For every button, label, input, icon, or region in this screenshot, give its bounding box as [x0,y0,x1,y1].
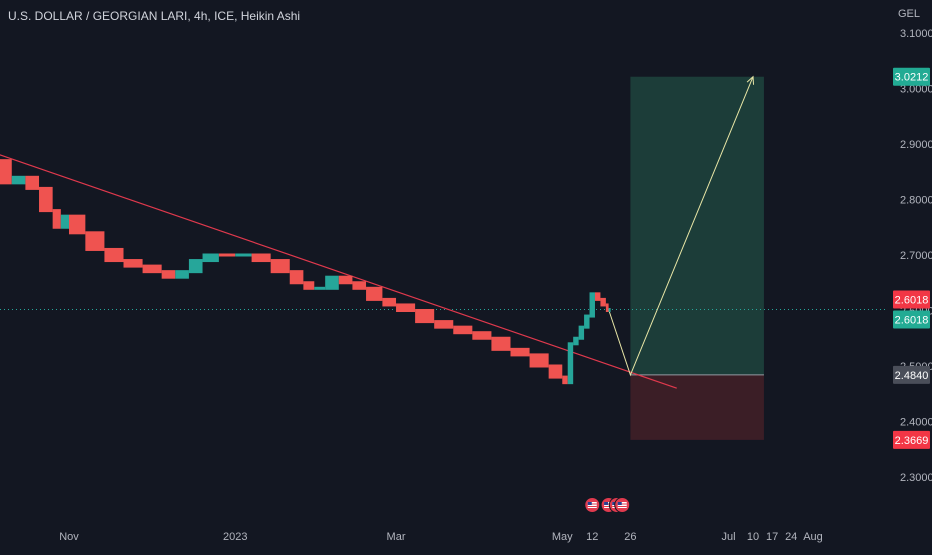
price-label-bg [893,430,930,449]
candle[interactable] [289,270,304,285]
candle[interactable] [69,214,86,235]
price-label-bg [893,365,930,384]
candle[interactable] [303,281,315,290]
candle[interactable] [605,303,609,312]
candle[interactable] [594,292,601,301]
x-tick-label: 17 [766,531,778,543]
projection-arrowhead [746,75,755,85]
candle[interactable] [60,214,69,229]
price-label-text: 2.4840 [895,370,929,382]
candle[interactable] [251,253,271,263]
y-tick-label: 2.7000 [900,250,932,262]
x-tick-label: Jul [721,531,735,543]
candle[interactable] [453,325,473,335]
candle[interactable] [415,309,435,324]
x-tick-label: May [552,531,573,543]
candle[interactable] [11,175,26,185]
y-tick-label: 3.1000 [900,28,932,40]
price-label-entry: 2.4840 [893,365,930,384]
candle[interactable] [608,308,611,312]
price-label-text: 2.3669 [895,435,929,447]
candle[interactable] [529,353,549,368]
candle[interactable] [25,175,40,190]
candle[interactable] [562,375,568,385]
x-tick-label: 12 [586,531,598,543]
event-flag-canton [587,502,592,505]
candle[interactable] [161,270,176,279]
candle[interactable] [573,336,579,346]
event-flag-canton [604,502,609,505]
y-tick-label: 2.4000 [900,417,932,429]
candle[interactable] [396,303,416,312]
candle[interactable] [188,259,203,274]
profit-target-zone[interactable] [630,76,764,375]
x-tick-label: 10 [747,531,759,543]
candle[interactable] [85,231,105,251]
event-flag-icon[interactable] [584,497,601,513]
x-tick-label: 2023 [223,531,247,543]
candle[interactable] [142,264,162,274]
candle[interactable] [218,253,236,257]
candle[interactable] [510,347,530,357]
price-label-bg [893,67,930,86]
candle[interactable] [578,325,585,340]
event-flag-canton [617,502,622,505]
candle[interactable] [567,342,574,385]
candle[interactable] [314,286,326,290]
price-label-stop: 2.3669 [893,430,930,449]
x-tick-label: Mar [387,531,406,543]
candle[interactable] [584,314,590,329]
projection-path[interactable] [608,76,754,377]
event-flag-field [587,502,597,508]
price-label-last-up: 2.6018 [893,310,930,329]
candle[interactable] [338,275,353,285]
candle[interactable] [0,159,12,185]
currency-label: GEL [898,8,921,20]
trendline[interactable] [0,150,677,389]
symbol-title[interactable]: U.S. DOLLAR / GEORGIAN LARI, 4h, ICE, He… [8,9,301,23]
y-tick-label: 2.3000 [900,472,932,484]
candle[interactable] [382,297,397,307]
y-tick-label: 2.8000 [900,195,932,207]
price-label-text: 2.6018 [895,295,929,307]
event-flag-canton [612,502,617,505]
price-label-bg [893,290,930,309]
event-flag-field [617,502,627,508]
candle[interactable] [352,281,367,290]
candle[interactable] [52,209,61,229]
candle[interactable] [472,331,492,340]
candle[interactable] [104,247,124,263]
y-tick-label: 2.9000 [900,139,932,151]
price-label-text: 3.0212 [895,72,929,84]
candle[interactable] [366,286,383,301]
price-label-bg [893,310,930,329]
x-tick-label: 26 [624,531,636,543]
price-label-target: 3.0212 [893,67,930,86]
candle[interactable] [235,253,252,257]
candle[interactable] [434,320,454,329]
x-tick-label: Nov [59,531,79,543]
price-label-text: 2.6018 [895,315,929,327]
event-flag-icon[interactable] [614,497,631,513]
event-flag-field [604,502,614,508]
candle[interactable] [202,253,219,263]
stop-loss-zone[interactable] [630,374,764,440]
x-tick-label: Aug [803,531,823,543]
candle[interactable] [589,292,595,318]
candle[interactable] [123,259,143,268]
candle[interactable] [270,259,290,274]
candle[interactable] [175,270,189,279]
price-label-last-down: 2.6018 [893,290,930,309]
candle[interactable] [600,297,606,307]
candle[interactable] [491,336,511,351]
candle[interactable] [39,186,53,213]
y-tick-label: 3.0000 [900,84,932,96]
x-tick-label: 24 [785,531,797,543]
candle[interactable] [325,275,339,290]
candle[interactable] [548,364,563,379]
